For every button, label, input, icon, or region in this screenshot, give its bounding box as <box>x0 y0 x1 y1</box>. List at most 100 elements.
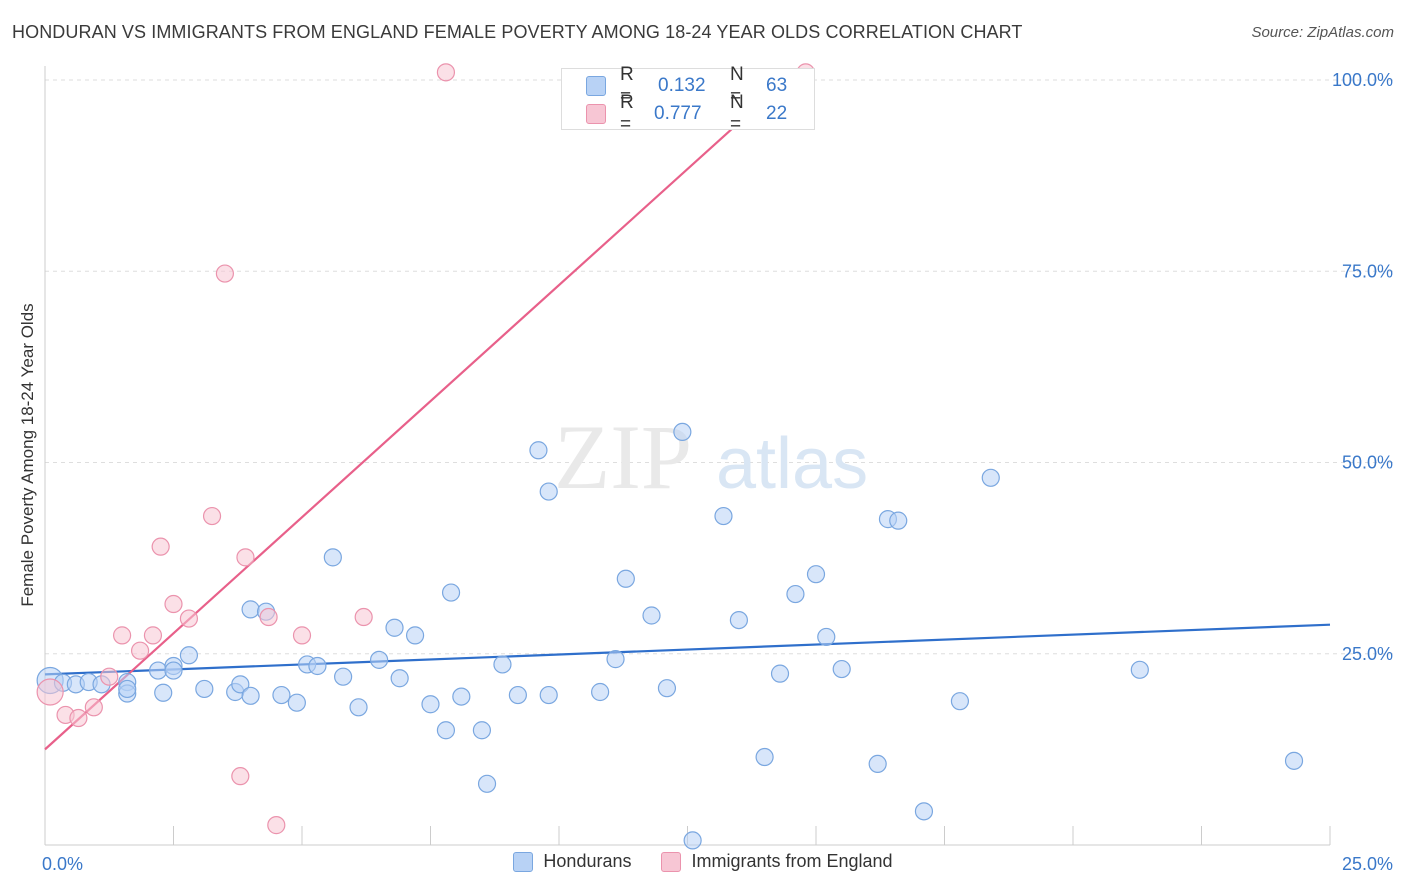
point-hondurans <box>241 686 260 705</box>
point-hondurans <box>673 422 692 441</box>
point-hondurans <box>1130 660 1149 679</box>
point-hondurans <box>385 618 404 637</box>
stats-swatch-england <box>586 104 606 124</box>
point-england <box>267 816 286 835</box>
stats-r-label: R = <box>620 92 634 135</box>
point-hondurans <box>508 685 527 705</box>
point-hondurans <box>539 685 558 705</box>
point-hondurans <box>436 721 456 740</box>
point-hondurans <box>441 583 461 602</box>
stats-n-label: N = <box>730 92 744 135</box>
point-hondurans <box>477 774 497 793</box>
point-hondurans <box>539 482 558 501</box>
watermark-zip: ZIP <box>554 406 692 508</box>
point-hondurans <box>950 692 970 711</box>
point-hondurans <box>421 695 440 714</box>
point-hondurans <box>179 646 199 665</box>
point-hondurans <box>308 656 327 676</box>
y-axis-label: Female Poverty Among 18-24 Year Olds <box>18 303 37 607</box>
point-england <box>215 264 234 283</box>
legend-item-england[interactable]: Immigrants from England <box>661 851 893 872</box>
point-england <box>436 63 456 82</box>
source-credit: Source: ZipAtlas.com <box>1251 24 1394 41</box>
trend-line-hondurans <box>44 623 1331 676</box>
x-tick-label: 0.0% <box>42 854 83 874</box>
point-england <box>236 548 255 567</box>
legend-item-hondurans[interactable]: Hondurans <box>513 851 631 872</box>
point-hondurans <box>529 441 548 460</box>
point-hondurans <box>729 610 749 630</box>
point-england <box>36 678 64 706</box>
point-hondurans <box>164 661 183 680</box>
point-england <box>231 767 250 786</box>
point-hondurans <box>241 600 260 619</box>
watermark: ZIP atlas <box>554 406 868 508</box>
y-tick-label: 25.0% <box>1342 644 1393 664</box>
stats-n-value: 22 <box>766 103 788 124</box>
point-england <box>151 537 170 556</box>
point-hondurans <box>683 831 702 850</box>
stats-box: R = 0.132 N = 63 R = 0.777 N = 22 <box>561 64 815 135</box>
point-hondurans <box>642 606 661 625</box>
stats-swatch-hondurans <box>586 76 606 96</box>
point-hondurans <box>349 698 368 717</box>
point-hondurans <box>472 721 491 740</box>
point-hondurans <box>591 682 610 702</box>
legend: Hondurans Immigrants from England <box>0 851 1406 872</box>
point-england <box>143 626 163 645</box>
trend-lines <box>44 75 1331 751</box>
point-hondurans <box>914 802 934 821</box>
legend-swatch-england <box>661 851 682 872</box>
point-england <box>69 708 88 728</box>
point-hondurans <box>755 747 774 767</box>
stats-r-value: 0.777 <box>654 103 702 124</box>
point-hondurans <box>231 675 250 694</box>
legend-swatch-hondurans <box>513 851 534 872</box>
point-england <box>164 594 183 614</box>
point-hondurans <box>452 687 471 706</box>
point-hondurans <box>370 650 389 669</box>
point-england <box>179 609 199 628</box>
watermark-atlas: atlas <box>716 424 868 504</box>
point-england <box>100 667 119 686</box>
point-hondurans <box>868 754 887 774</box>
point-hondurans <box>657 679 677 698</box>
point-hondurans <box>1284 751 1304 770</box>
point-hondurans <box>390 669 409 688</box>
y-tick-label: 100.0% <box>1332 70 1393 90</box>
point-hondurans <box>606 650 625 669</box>
chart-title: HONDURAN VS IMMIGRANTS FROM ENGLAND FEMA… <box>12 22 1023 42</box>
point-hondurans <box>405 626 425 645</box>
point-hondurans <box>148 661 168 680</box>
x-tick-label: 25.0% <box>1342 854 1393 874</box>
point-hondurans <box>786 584 805 604</box>
legend-label-hondurans: Hondurans <box>543 851 632 871</box>
point-hondurans <box>334 667 353 686</box>
point-hondurans <box>154 683 173 702</box>
point-hondurans <box>118 679 137 699</box>
stats-r-label: R = <box>620 64 634 107</box>
point-hondurans <box>287 693 306 712</box>
point-hondurans <box>616 569 635 588</box>
stats-n-value: 63 <box>766 75 788 96</box>
tick-labels: 25.0% 50.0% 75.0% 100.0% 0.0% 25.0% <box>42 70 1393 874</box>
y-tick-label: 50.0% <box>1342 453 1393 473</box>
stats-r-value: 0.132 <box>658 75 706 96</box>
point-hondurans <box>272 685 291 705</box>
data-points <box>36 63 1304 850</box>
point-hondurans <box>981 468 1000 487</box>
point-hondurans <box>770 664 790 683</box>
point-hondurans <box>195 679 214 699</box>
stats-n-label: N = <box>730 64 744 107</box>
point-hondurans <box>806 565 826 584</box>
trend-line-england <box>44 75 792 751</box>
point-hondurans <box>493 655 512 674</box>
y-tick-label: 75.0% <box>1342 261 1393 281</box>
point-england <box>354 607 373 627</box>
point-england <box>112 626 132 645</box>
point-hondurans <box>714 506 733 526</box>
point-england <box>259 607 278 627</box>
point-england <box>84 698 103 717</box>
point-hondurans <box>323 548 342 567</box>
point-hondurans <box>832 659 851 679</box>
